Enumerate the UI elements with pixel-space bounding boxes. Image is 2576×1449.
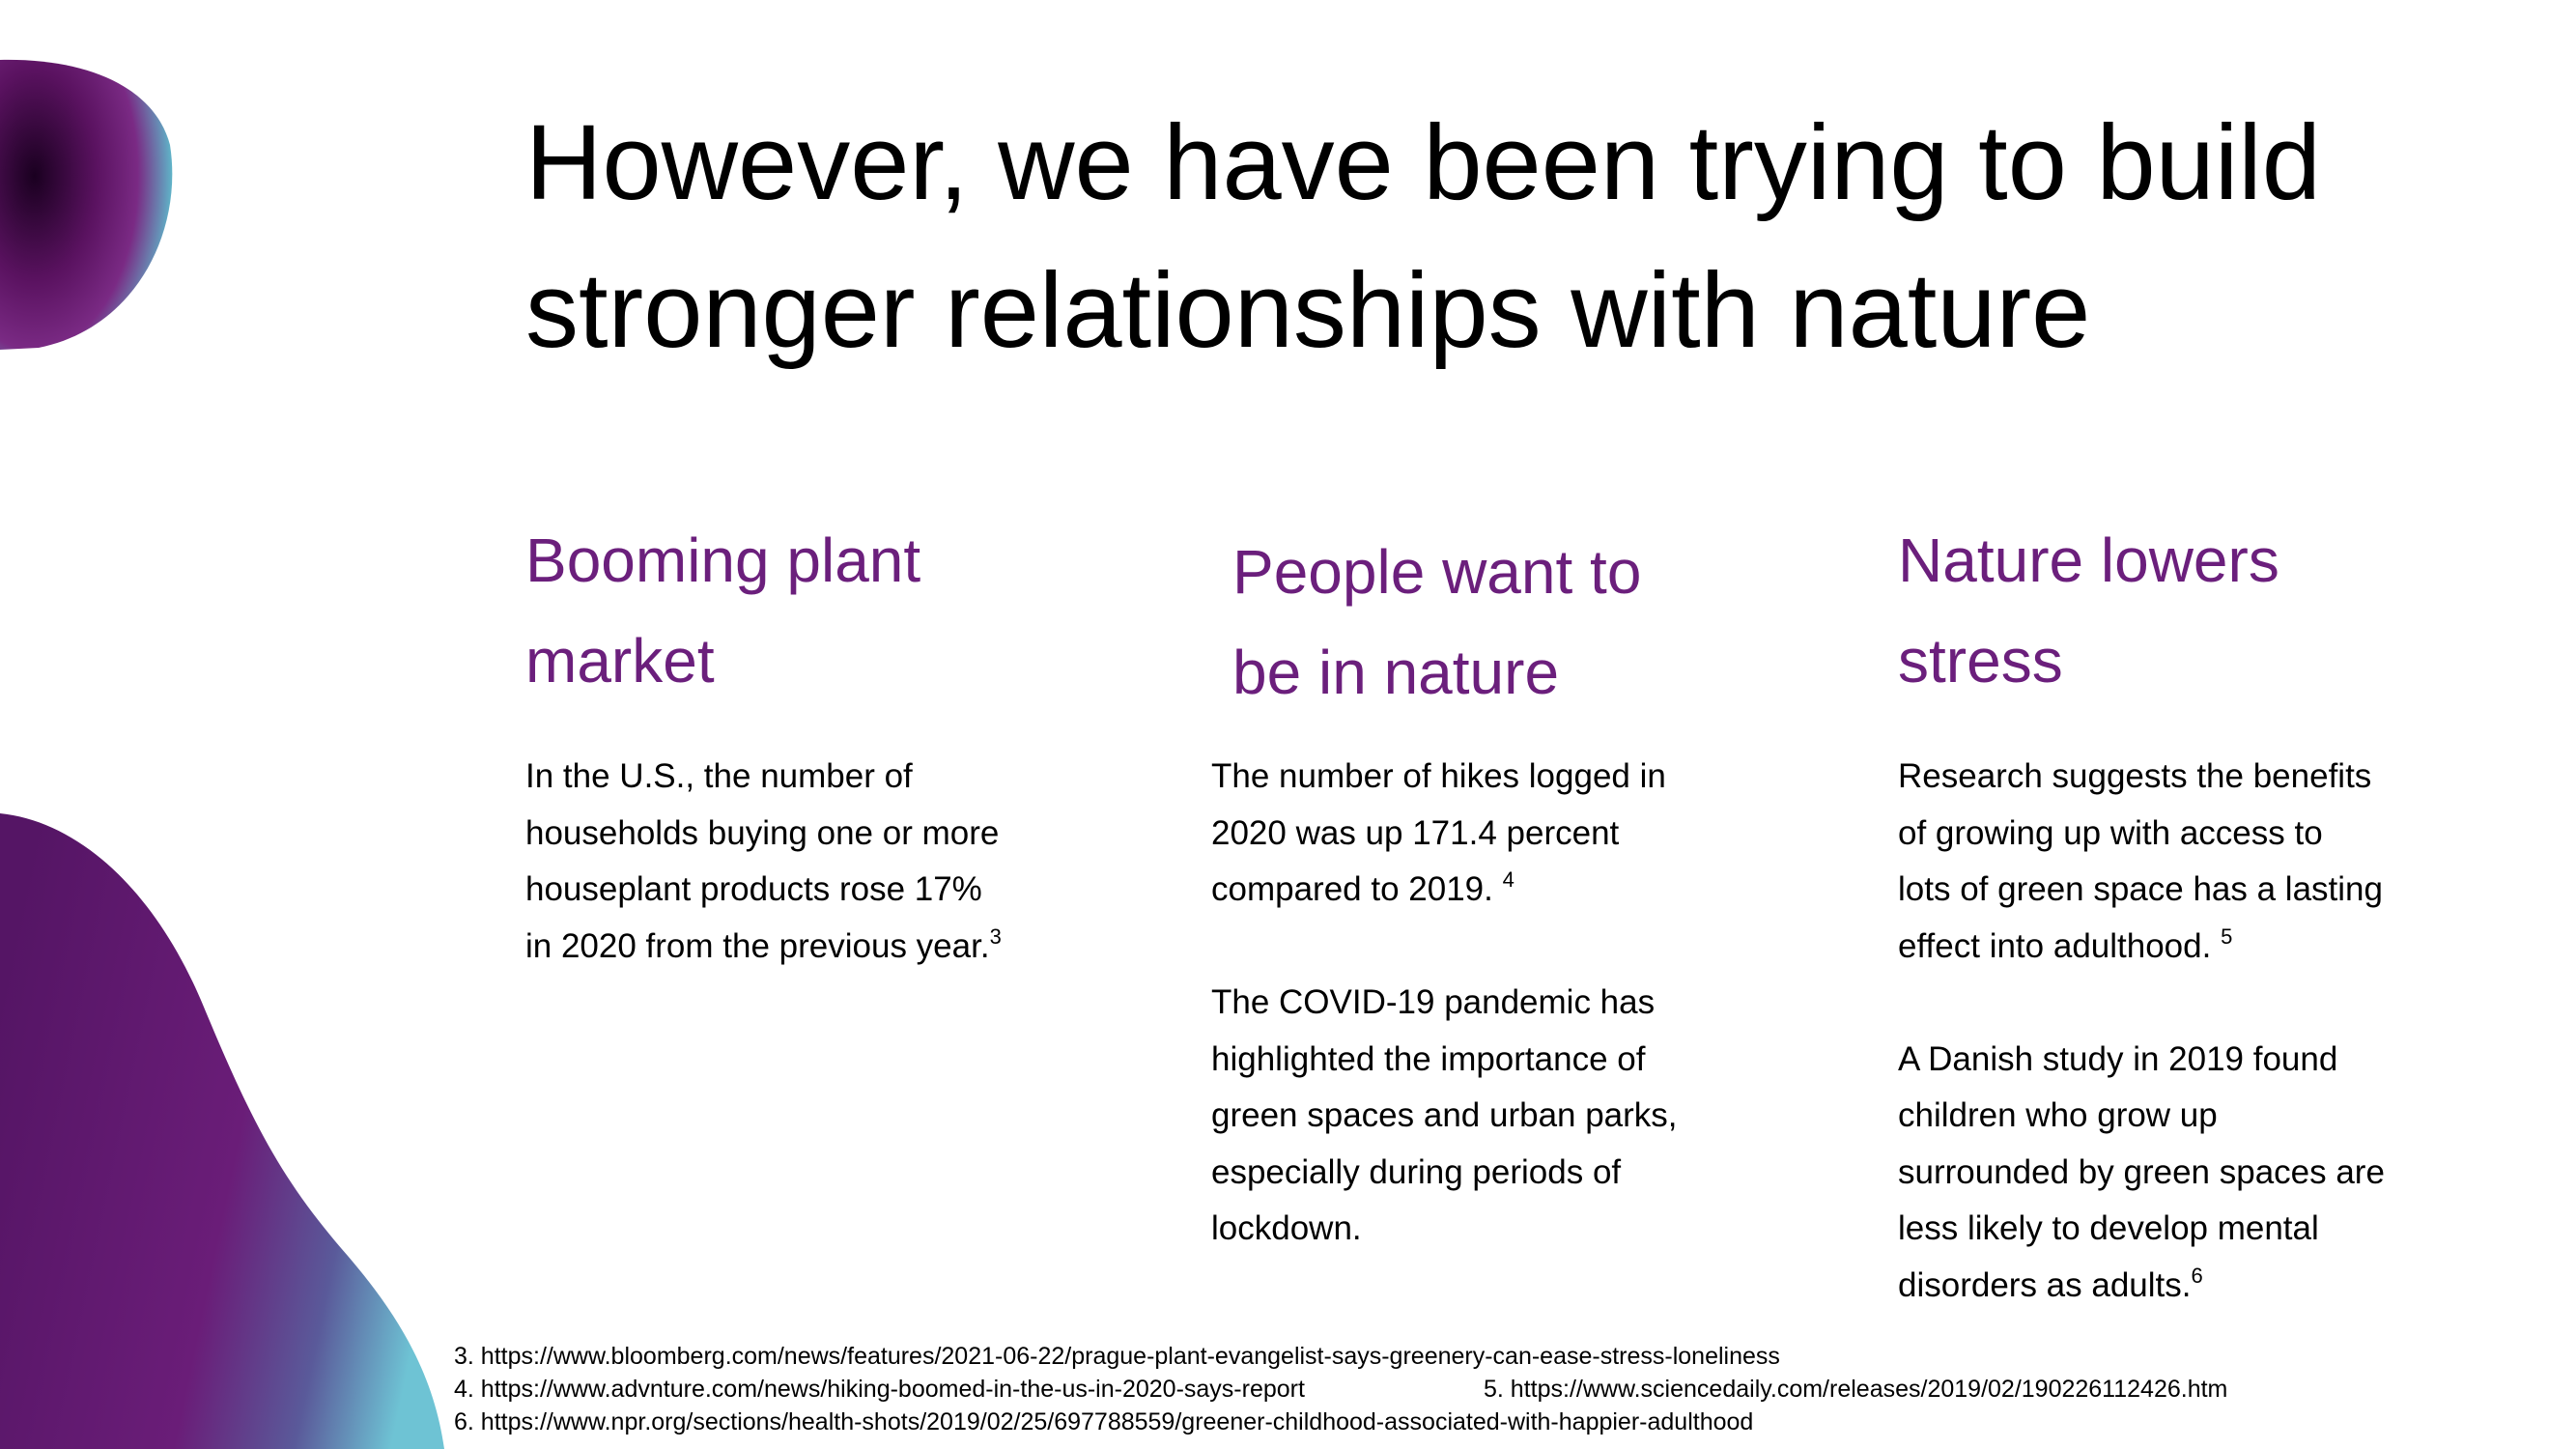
heading-line: market	[525, 626, 715, 696]
text-line: especially during periods of	[1211, 1145, 1829, 1202]
heading-line: People want to	[1232, 537, 1642, 607]
text-line: children who grow up	[1898, 1088, 2516, 1145]
text-line: surrounded by green spaces are	[1898, 1145, 2516, 1202]
footnote-ref: 6	[2191, 1263, 2203, 1288]
text-line: A Danish study in 2019 found	[1898, 1032, 2516, 1089]
paragraph: A Danish study in 2019 found children who…	[1898, 1032, 2516, 1315]
text: especially during periods of	[1211, 1152, 1622, 1191]
text-line: effect into adulthood. 5	[1898, 919, 2516, 976]
heading-line: Nature lowers	[1898, 526, 2279, 595]
text: The COVID-19 pandemic has	[1211, 983, 1656, 1021]
text-line: households buying one or more	[525, 806, 1144, 863]
text: households buying one or more	[525, 813, 1000, 852]
column-body: Research suggests the benefits of growing…	[1898, 749, 2516, 1371]
column-body: The number of hikes logged in 2020 was up…	[1211, 749, 1829, 1314]
column-body: In the U.S., the number of households buy…	[525, 749, 1144, 1032]
text-line: disorders as adults.6	[1898, 1258, 2516, 1315]
blob-bottom	[0, 813, 444, 1449]
text-line: less likely to develop mental	[1898, 1201, 2516, 1258]
column-heading: People want to be in nature	[1232, 522, 1851, 723]
paragraph: Research suggests the benefits of growing…	[1898, 749, 2516, 975]
paragraph: In the U.S., the number of households buy…	[525, 749, 1144, 975]
text: houseplant products rose 17%	[525, 870, 982, 908]
title-line: However, we have been trying to build	[525, 103, 2321, 222]
heading-line: Booming plant	[525, 526, 921, 595]
footnote: 3. https://www.bloomberg.com/news/featur…	[454, 1343, 1780, 1370]
heading-line: be in nature	[1232, 638, 1560, 707]
footnote: 6. https://www.npr.org/sections/health-s…	[454, 1408, 1754, 1435]
title-line: stronger relationships with nature	[525, 251, 2091, 370]
text-line: houseplant products rose 17%	[525, 862, 1144, 919]
text-line: The COVID-19 pandemic has	[1211, 975, 1829, 1032]
text: highlighted the importance of	[1211, 1039, 1646, 1078]
text-line: in 2020 from the previous year.3	[525, 919, 1144, 976]
text-line: highlighted the importance of	[1211, 1032, 1829, 1089]
text-line: lots of green space has a lasting	[1898, 862, 2516, 919]
text: lots of green space has a lasting	[1898, 870, 2383, 908]
text: disorders as adults.	[1898, 1265, 2192, 1304]
footnote-ref: 3	[989, 923, 1002, 949]
text: children who grow up	[1898, 1096, 2218, 1134]
text: compared to 2019.	[1211, 870, 1503, 908]
text-line: green spaces and urban parks,	[1211, 1088, 1829, 1145]
text-line: compared to 2019. 4	[1211, 862, 1829, 919]
text: In the U.S., the number of	[525, 757, 913, 795]
blob-top	[0, 59, 173, 350]
text: The number of hikes logged in	[1211, 757, 1666, 795]
text: effect into adulthood.	[1898, 926, 2222, 965]
column-heading: Booming plant market	[525, 510, 1144, 711]
text-line: Research suggests the benefits	[1898, 749, 2516, 806]
text-line: lockdown.	[1211, 1201, 1829, 1258]
text: Research suggests the benefits	[1898, 757, 2372, 795]
footnote: 5. https://www.sciencedaily.com/releases…	[1484, 1376, 2228, 1403]
paragraph: The number of hikes logged in 2020 was up…	[1211, 749, 1829, 919]
footnote-ref: 5	[2221, 923, 2233, 949]
heading-line: stress	[1898, 626, 2063, 696]
column-heading: Nature lowers stress	[1898, 510, 2516, 711]
footnote-ref: 4	[1502, 867, 1514, 892]
text: surrounded by green spaces are	[1898, 1152, 2385, 1191]
text-line: 2020 was up 171.4 percent	[1211, 806, 1829, 863]
footnote: 4. https://www.advnture.com/news/hiking-…	[454, 1376, 1305, 1403]
text: 2020 was up 171.4 percent	[1211, 813, 1620, 852]
text: of growing up with access to	[1898, 813, 2323, 852]
paragraph: The COVID-19 pandemic has highlighted the…	[1211, 975, 1829, 1258]
text-line: In the U.S., the number of	[525, 749, 1144, 806]
text: lockdown.	[1211, 1209, 1362, 1247]
text-line: of growing up with access to	[1898, 806, 2516, 863]
text: A Danish study in 2019 found	[1898, 1039, 2338, 1078]
text: green spaces and urban parks,	[1211, 1096, 1678, 1134]
text: in 2020 from the previous year.	[525, 926, 990, 965]
text-line: The number of hikes logged in	[1211, 749, 1829, 806]
title: However, we have been trying to build st…	[525, 89, 2321, 384]
text: less likely to develop mental	[1898, 1209, 2319, 1247]
